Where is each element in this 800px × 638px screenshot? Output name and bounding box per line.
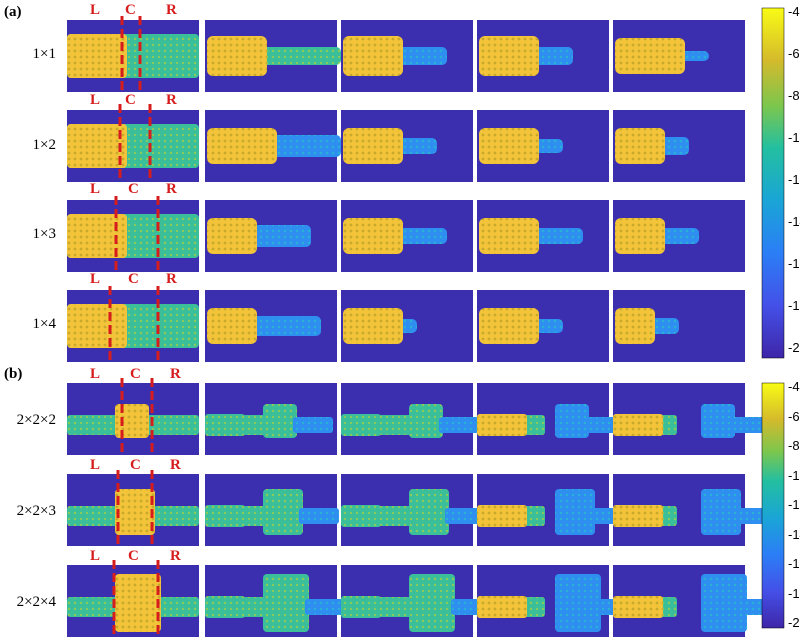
colorbar-a — [761, 7, 785, 359]
row-b1-panel-4 — [477, 383, 625, 455]
row-label-2x2x3: 2×2×3 — [16, 503, 56, 519]
row-label-2x2x4: 2×2×4 — [16, 594, 56, 610]
region-label-L-row3: L — [90, 181, 101, 197]
row-a2-panel-1 — [67, 110, 199, 182]
row-b1-panel-5 — [613, 383, 771, 455]
row-b1-panel-2 — [205, 383, 337, 455]
row-label-2x2x2: 2×2×2 — [16, 412, 56, 428]
region-label-R-row4: R — [166, 271, 177, 287]
region-label-C-row1: C — [125, 2, 136, 18]
row-b2-panel-4 — [477, 474, 631, 546]
colorbar-a-tick-label: -10 — [788, 130, 800, 145]
region-label-R-row3: R — [166, 181, 177, 197]
row-label-1x1: 1×1 — [32, 46, 56, 62]
colorbar-b-tick-label: -8 — [788, 438, 800, 453]
row-a1-panel-4 — [477, 20, 609, 92]
colorbar-a-tick-label: -8 — [788, 88, 800, 103]
row-b1-panel-3 — [341, 383, 479, 455]
row-a2-panel-4 — [477, 110, 609, 182]
row-a3-panel-5 — [613, 200, 745, 272]
row-b3-panel-1 — [67, 565, 199, 637]
colorbar-a-tick-label: -4 — [788, 4, 800, 19]
row-a3-panel-3 — [341, 200, 473, 272]
row-a1-panel-3 — [341, 20, 473, 92]
row-a1-panel-2 — [205, 20, 341, 92]
region-label-L-row5: L — [90, 366, 101, 382]
row-b3-panel-4 — [477, 565, 637, 637]
colorbar-a-tick-label: -20 — [788, 340, 800, 355]
colorbar-a-tick-label: -12 — [788, 172, 800, 187]
region-label-L-row6: L — [90, 457, 101, 473]
colorbar-b-tick-label: -16 — [788, 556, 800, 571]
row-a2-panel-2 — [205, 110, 341, 182]
colorbar-a-tick-label: -18 — [788, 298, 800, 313]
row-b3-panel-3 — [341, 565, 491, 637]
region-label-R-row1: R — [166, 2, 177, 18]
colorbar-b-tick-label: -6 — [788, 408, 800, 424]
region-label-R-row5: R — [170, 366, 181, 382]
row-a2-panel-5 — [613, 110, 745, 182]
region-label-R-row2: R — [166, 92, 177, 108]
region-label-C-row6: C — [130, 457, 141, 473]
row-a1-panel-5 — [613, 20, 745, 92]
row-label-1x3: 1×3 — [32, 226, 56, 242]
colorbar-b-tick-label: -12 — [788, 497, 800, 512]
row-label-1x4: 1×4 — [32, 316, 56, 332]
row-b3-panel-5 — [613, 565, 783, 637]
colorbar-a-tick-label: -16 — [788, 256, 800, 271]
colorbar-a-tick-label: -6 — [788, 46, 800, 61]
row-a3-panel-4 — [477, 200, 609, 272]
colorbar-b-tick-label: -4 — [788, 379, 800, 394]
row-b2-panel-5 — [613, 474, 777, 546]
row-a4-panel-3 — [341, 290, 473, 362]
colorbar-b-tick-label: -10 — [788, 467, 800, 483]
region-label-L-row1: L — [90, 2, 101, 18]
region-label-C-row2: C — [125, 92, 136, 108]
row-b2-panel-2 — [205, 474, 339, 546]
row-a4-panel-5 — [613, 290, 745, 362]
region-label-C-row5: C — [130, 366, 141, 382]
panel-b-label: (b) — [4, 366, 23, 382]
row-label-1x2: 1×2 — [32, 137, 56, 153]
row-b2-panel-1 — [67, 474, 199, 546]
row-a3-panel-2 — [205, 200, 337, 272]
colorbar-b-tick-label: -14 — [788, 526, 800, 542]
region-label-R-row6: R — [170, 457, 181, 473]
row-b2-panel-3 — [341, 474, 485, 546]
region-label-C-row3: C — [128, 181, 139, 197]
row-a4-panel-2 — [205, 290, 337, 362]
region-label-C-row7: C — [128, 548, 139, 564]
colorbar-b-tick-label: -18 — [788, 585, 800, 601]
colorbar-b — [761, 382, 785, 629]
region-label-L-row7: L — [90, 548, 101, 564]
row-b1-panel-1 — [67, 383, 199, 455]
region-label-C-row4: C — [128, 271, 139, 287]
colorbar-b-tick-label: -20 — [788, 615, 800, 630]
row-a4-panel-1 — [67, 290, 199, 362]
region-label-R-row7: R — [170, 548, 181, 564]
region-label-L-row2: L — [90, 92, 101, 108]
panel-a-label: (a) — [4, 4, 22, 20]
row-a1-panel-1 — [67, 20, 199, 92]
region-label-L-row4: L — [90, 271, 101, 287]
row-b3-panel-2 — [205, 565, 345, 637]
row-a4-panel-4 — [477, 290, 609, 362]
colorbar-a-tick-label: -14 — [788, 214, 800, 229]
row-a2-panel-3 — [341, 110, 473, 182]
row-a3-panel-1 — [67, 200, 199, 272]
